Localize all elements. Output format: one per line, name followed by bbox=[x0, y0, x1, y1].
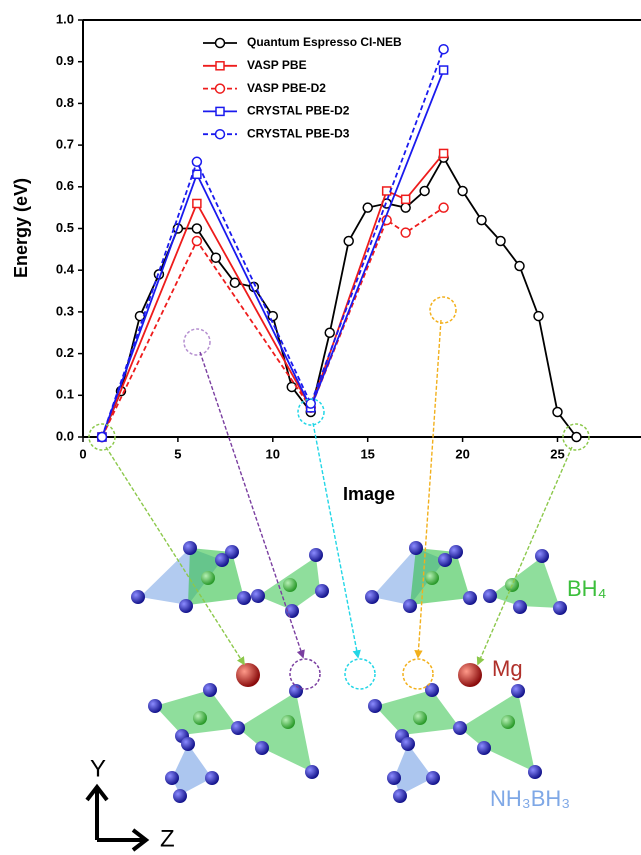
legend-marker bbox=[215, 61, 225, 71]
legend-label: Quantum Espresso CI-NEB bbox=[247, 35, 402, 49]
marker bbox=[438, 148, 449, 159]
marker bbox=[438, 65, 449, 75]
legend-label: VASP PBE bbox=[247, 58, 307, 72]
y-axis-label: Energy (eV) bbox=[11, 178, 31, 278]
marker bbox=[381, 186, 392, 196]
y-tick-label: 0.4 bbox=[56, 262, 75, 277]
sites bbox=[289, 658, 434, 690]
series-line bbox=[101, 48, 445, 438]
marker bbox=[324, 327, 335, 338]
marker bbox=[96, 431, 108, 443]
legend-marker bbox=[215, 106, 225, 117]
highlight bbox=[429, 296, 457, 324]
y-tick-label: 0.8 bbox=[56, 95, 74, 110]
plot: 0.0 0.1 0.2 0.3 0.4 0.5 0.6 0.7 0.8 0.9 1.0 0 5 10 15 2… bbox=[56, 11, 641, 461]
y-tick-label: 0.6 bbox=[56, 178, 74, 193]
marker bbox=[229, 277, 241, 288]
marker bbox=[400, 227, 411, 238]
marker bbox=[571, 431, 582, 443]
marker bbox=[191, 156, 203, 168]
marker bbox=[419, 185, 430, 197]
marker bbox=[476, 214, 487, 226]
legend-marker bbox=[214, 128, 226, 140]
marker bbox=[438, 43, 449, 55]
marker bbox=[191, 235, 203, 247]
tetrahedron bbox=[460, 692, 535, 772]
marker bbox=[457, 185, 468, 197]
marker bbox=[533, 310, 544, 322]
x-axis-label: Image bbox=[343, 484, 395, 504]
y-tick-label: 0.1 bbox=[56, 387, 74, 402]
series-line bbox=[101, 206, 445, 438]
legend-marker bbox=[214, 37, 226, 49]
x-tick-label: 25 bbox=[550, 446, 564, 461]
marker bbox=[192, 198, 202, 209]
legend-label: CRYSTAL PBE-D2 bbox=[247, 104, 350, 118]
x-tick-label: 20 bbox=[455, 446, 469, 461]
y-tick-label: 0.5 bbox=[56, 220, 74, 235]
x-tick-label: 15 bbox=[360, 446, 374, 461]
marker bbox=[267, 310, 279, 322]
y-tick-label: 1.0 bbox=[56, 11, 74, 26]
mg-atom bbox=[236, 663, 260, 687]
marker bbox=[552, 406, 563, 418]
mg-atom bbox=[458, 663, 482, 687]
structure: BH₄ Mg NH₃BH₃ Y Z bbox=[85, 319, 607, 852]
tetrahedron bbox=[172, 744, 212, 795]
boron-atoms bbox=[193, 571, 519, 729]
marker bbox=[362, 202, 373, 213]
legend-label: CRYSTAL PBE-D3 bbox=[247, 126, 350, 140]
marker bbox=[343, 235, 354, 247]
y-tick-label: 0.3 bbox=[56, 303, 74, 318]
x-tick-label: 10 bbox=[266, 446, 280, 461]
mg-label: Mg bbox=[492, 656, 523, 681]
marker bbox=[438, 202, 449, 213]
marker bbox=[305, 398, 317, 409]
y-tick-label: 0.0 bbox=[56, 428, 74, 443]
y-tick-label: 0.7 bbox=[56, 137, 74, 152]
x-tick-label: 5 bbox=[174, 446, 181, 461]
series-line bbox=[101, 155, 578, 438]
highlight bbox=[297, 398, 325, 426]
tetrahedron bbox=[490, 557, 560, 608]
highlight bbox=[88, 423, 116, 451]
y-tick-label: 0.2 bbox=[56, 345, 74, 360]
marker bbox=[191, 223, 203, 234]
axis-y-label: Y bbox=[90, 755, 106, 782]
nh3bh3-label: NH₃BH₃ bbox=[490, 786, 570, 811]
tetrahedron bbox=[394, 744, 433, 795]
x-tick-label: 0 bbox=[79, 446, 86, 461]
marker bbox=[210, 252, 222, 263]
highlight bbox=[562, 423, 590, 451]
marker bbox=[286, 381, 298, 393]
bh4-label: BH₄ bbox=[567, 576, 607, 601]
legend-label: VASP PBE-D2 bbox=[247, 81, 326, 95]
y-tick-label: 0.9 bbox=[56, 53, 74, 68]
arrows bbox=[105, 319, 573, 666]
axis-z-label: Z bbox=[160, 825, 175, 852]
series-line bbox=[101, 69, 445, 438]
marker bbox=[495, 235, 506, 247]
marker bbox=[400, 202, 411, 213]
highlight bbox=[183, 328, 211, 356]
legend-marker bbox=[214, 83, 226, 94]
marker bbox=[192, 169, 202, 180]
tetrahedron bbox=[188, 548, 244, 605]
axes-indicator bbox=[85, 783, 150, 852]
highlights bbox=[88, 296, 590, 451]
series-line bbox=[101, 152, 445, 438]
hydrogen-atoms bbox=[131, 541, 567, 803]
marker bbox=[514, 260, 525, 272]
marker bbox=[400, 194, 411, 205]
tetrahedron bbox=[238, 692, 312, 772]
